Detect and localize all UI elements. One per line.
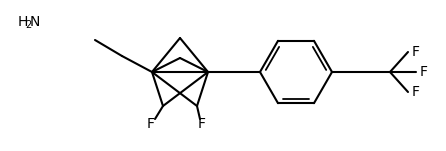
- Text: F: F: [147, 117, 155, 131]
- Text: 2: 2: [25, 19, 32, 29]
- Text: H: H: [18, 15, 29, 29]
- Text: F: F: [412, 85, 420, 99]
- Text: N: N: [30, 15, 41, 29]
- Text: F: F: [198, 117, 206, 131]
- Text: F: F: [420, 65, 428, 79]
- Text: F: F: [412, 45, 420, 59]
